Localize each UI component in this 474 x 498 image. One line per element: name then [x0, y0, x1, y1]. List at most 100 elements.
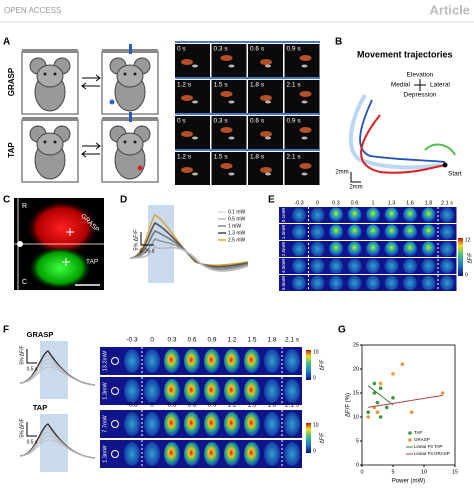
paw-glow: [265, 136, 271, 140]
time-label: 1.8 s: [250, 82, 265, 89]
colorbar: [306, 350, 311, 380]
y-tick-label: 5: [356, 438, 359, 444]
time-label: 0.9 s: [287, 118, 302, 125]
trace: [129, 214, 249, 266]
time-bar: [175, 77, 320, 79]
panel-label: D: [120, 195, 127, 206]
label: 10: [313, 422, 319, 428]
point: [385, 405, 389, 410]
time-label: 0.3: [332, 200, 340, 206]
dff-map: [164, 442, 180, 466]
trace: [129, 237, 249, 271]
paw: [220, 55, 233, 61]
trace: [19, 439, 96, 459]
time-label: 2.1 s: [287, 154, 302, 161]
paw-glow: [265, 64, 271, 68]
eye: [43, 140, 47, 144]
paw-glow: [192, 100, 198, 104]
time-label: 0.3: [167, 402, 176, 409]
dff-map: [403, 224, 417, 240]
traj: [348, 93, 441, 170]
arrow: [81, 142, 101, 158]
point: [378, 381, 383, 386]
time-label: 1.5: [247, 337, 256, 344]
label: 5% ΔF/F: [19, 418, 25, 437]
dff-map: [204, 442, 220, 466]
dff-map: [244, 379, 260, 403]
dff-map: [347, 241, 362, 257]
dff-map: [224, 412, 240, 436]
video-frame: [284, 152, 320, 185]
y-axis-label: ΔF/F (%): [346, 393, 352, 417]
dff-map: [284, 379, 300, 403]
legend-label: Linear Fit GRASP: [414, 451, 450, 456]
time-label: 0.3: [167, 337, 176, 344]
dff-map: [384, 275, 399, 291]
dff-map: [421, 224, 436, 240]
dff-map: [144, 349, 160, 373]
time-label: 1: [371, 200, 374, 206]
panel-label: C: [3, 195, 10, 206]
label: 0.25 s: [140, 248, 155, 254]
x-tick-label: 15: [452, 469, 458, 475]
label: Start: [448, 171, 462, 178]
row-label: 1.3mW: [281, 224, 286, 239]
paw: [181, 131, 193, 137]
roi: [111, 420, 119, 428]
dff-map: [403, 241, 417, 257]
dff-map: [164, 349, 180, 373]
dff-map: [384, 258, 399, 274]
time-label: 1.2 s: [177, 82, 192, 89]
y-tick-label: 15: [353, 390, 359, 396]
paw: [299, 163, 312, 169]
legend-label: 1 mW: [228, 223, 241, 229]
label: 0.5 s: [27, 439, 38, 445]
dff-map: [264, 379, 280, 403]
paw-glow: [192, 172, 198, 176]
time-label: 0.3 s: [214, 46, 229, 53]
dff-map: [421, 241, 436, 257]
time-label: 1.8: [267, 337, 276, 344]
time-label: 2.1 s: [285, 337, 300, 344]
dff-map: [421, 207, 436, 223]
label: Lateral: [430, 82, 450, 89]
roi: [111, 450, 119, 458]
paw-glow: [228, 136, 235, 140]
dff-map: [347, 275, 362, 291]
head: [36, 64, 64, 88]
y-tick-label: 10: [353, 414, 359, 420]
dff-map: [204, 412, 220, 436]
video-frame: [284, 116, 320, 149]
paw-glow: [265, 100, 271, 104]
paw-glow: [192, 64, 198, 68]
legend-label: 0.1 mW: [228, 209, 246, 215]
row-label: 13.2mW: [102, 350, 108, 371]
bregma-dot: [17, 241, 23, 247]
dff-map: [144, 379, 160, 403]
dff-map: [292, 207, 306, 223]
paw-glow: [265, 172, 271, 176]
dff-map: [310, 224, 325, 240]
label: R: [22, 203, 27, 210]
point: [366, 410, 371, 415]
paw: [299, 127, 312, 133]
eye: [43, 72, 47, 76]
paw: [299, 91, 312, 97]
paw-glow: [228, 172, 235, 176]
compass: [414, 79, 426, 91]
legend-label: 2.5 mW: [228, 237, 246, 243]
label: 2mm: [349, 185, 362, 191]
label: 10: [313, 349, 319, 355]
point: [409, 410, 414, 415]
dff-map: [347, 224, 362, 240]
point: [391, 372, 395, 376]
dff-map: [224, 442, 240, 466]
dff-map: [329, 241, 343, 257]
dff-map: [329, 258, 343, 274]
journal-tag: OPEN ACCESS: [4, 6, 61, 15]
article-tag: Article: [430, 2, 470, 17]
dff-map: [244, 349, 260, 373]
dff-map: [124, 412, 140, 436]
dff-map: [244, 412, 260, 436]
